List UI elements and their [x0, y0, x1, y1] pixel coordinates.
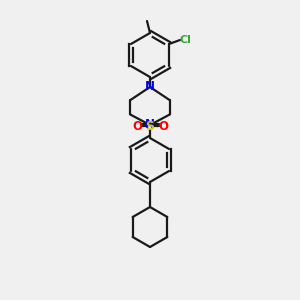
- Text: N: N: [145, 118, 155, 131]
- Text: O: O: [132, 119, 142, 133]
- Text: N: N: [145, 80, 155, 94]
- Text: O: O: [158, 119, 168, 133]
- Text: S: S: [146, 119, 154, 133]
- Text: Cl: Cl: [179, 35, 191, 45]
